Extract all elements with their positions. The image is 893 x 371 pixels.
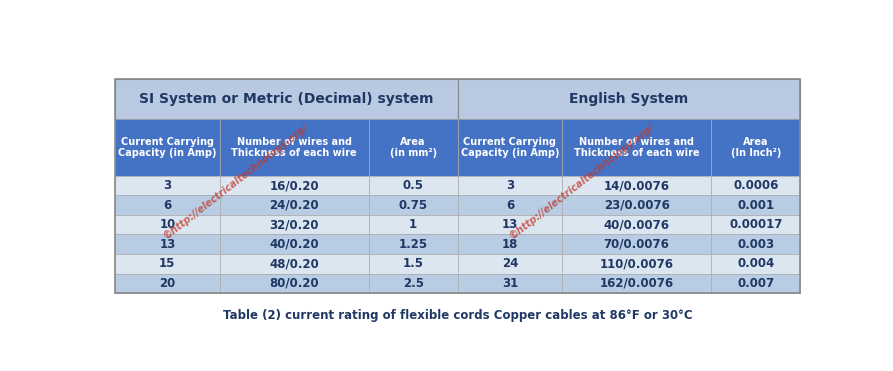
Bar	[369, 215, 458, 234]
Text: 14/0.0076: 14/0.0076	[604, 179, 670, 192]
Bar	[711, 234, 800, 254]
Bar	[220, 234, 369, 254]
Bar	[711, 176, 800, 196]
Bar	[563, 234, 711, 254]
Text: 40/0.20: 40/0.20	[270, 238, 319, 251]
Text: 20: 20	[159, 277, 175, 290]
Text: 6: 6	[505, 199, 514, 212]
Text: 13: 13	[159, 238, 175, 251]
Text: 0.00017: 0.00017	[729, 218, 782, 231]
Bar	[220, 273, 369, 293]
Bar	[563, 176, 711, 196]
Bar	[711, 273, 800, 293]
Bar	[711, 254, 800, 273]
Text: 16/0.20: 16/0.20	[270, 179, 319, 192]
Text: Area
(In Inch²): Area (In Inch²)	[730, 137, 780, 158]
Bar	[563, 119, 711, 176]
Bar	[220, 176, 369, 196]
Text: 13: 13	[502, 218, 518, 231]
Text: 80/0.20: 80/0.20	[270, 277, 319, 290]
Text: 1.25: 1.25	[398, 238, 428, 251]
Text: 18: 18	[502, 238, 518, 251]
Text: 0.007: 0.007	[737, 277, 774, 290]
Bar	[369, 176, 458, 196]
Bar	[115, 234, 220, 254]
Text: Number of wires and
Thickness of each wire: Number of wires and Thickness of each wi…	[231, 137, 357, 158]
Text: 3: 3	[163, 179, 171, 192]
Text: Number of wires and
Thickness of each wire: Number of wires and Thickness of each wi…	[574, 137, 699, 158]
Bar	[458, 234, 563, 254]
Bar	[115, 273, 220, 293]
Text: 24: 24	[502, 257, 518, 270]
Bar	[458, 119, 563, 176]
Bar	[369, 196, 458, 215]
Text: 0.5: 0.5	[403, 179, 423, 192]
Text: Area
(in mm²): Area (in mm²)	[389, 137, 437, 158]
Bar	[115, 196, 220, 215]
Text: Current Carrying
Capacity (in Amp): Current Carrying Capacity (in Amp)	[461, 137, 559, 158]
Text: 31: 31	[502, 277, 518, 290]
Bar	[115, 254, 220, 273]
Text: 0.004: 0.004	[737, 257, 774, 270]
Bar	[563, 215, 711, 234]
Text: 3: 3	[505, 179, 514, 192]
Text: 40/0.0076: 40/0.0076	[604, 218, 670, 231]
Bar	[115, 79, 800, 293]
Text: 10: 10	[159, 218, 175, 231]
Text: ©http://electricaltechnology.org/: ©http://electricaltechnology.org/	[508, 122, 656, 241]
Text: 0.003: 0.003	[737, 238, 774, 251]
Text: 2.5: 2.5	[403, 277, 423, 290]
Bar	[711, 196, 800, 215]
Text: 48/0.20: 48/0.20	[269, 257, 319, 270]
Text: 1.5: 1.5	[403, 257, 423, 270]
Bar	[115, 176, 220, 196]
Text: 0.75: 0.75	[398, 199, 428, 212]
Bar	[563, 273, 711, 293]
Text: 0.0006: 0.0006	[733, 179, 779, 192]
Bar	[369, 234, 458, 254]
Text: 15: 15	[159, 257, 176, 270]
Bar	[458, 176, 563, 196]
Text: Current Carrying
Capacity (in Amp): Current Carrying Capacity (in Amp)	[118, 137, 217, 158]
Bar	[220, 196, 369, 215]
Bar	[220, 215, 369, 234]
Text: ©http://electricaltechnology.org/: ©http://electricaltechnology.org/	[162, 122, 311, 241]
Bar	[115, 215, 220, 234]
Bar	[220, 254, 369, 273]
Bar	[458, 273, 563, 293]
Bar	[458, 254, 563, 273]
Bar	[115, 79, 458, 119]
Bar	[711, 215, 800, 234]
Text: 162/0.0076: 162/0.0076	[599, 277, 673, 290]
Text: 1: 1	[409, 218, 417, 231]
Text: 24/0.20: 24/0.20	[270, 199, 319, 212]
Bar	[711, 119, 800, 176]
Text: English System: English System	[570, 92, 689, 106]
Bar	[458, 196, 563, 215]
Bar	[369, 273, 458, 293]
Bar	[115, 119, 220, 176]
Text: 110/0.0076: 110/0.0076	[600, 257, 673, 270]
Text: 70/0.0076: 70/0.0076	[604, 238, 670, 251]
Text: 0.001: 0.001	[737, 199, 774, 212]
Text: SI System or Metric (Decimal) system: SI System or Metric (Decimal) system	[139, 92, 434, 106]
Bar	[369, 254, 458, 273]
Bar	[220, 119, 369, 176]
Text: 6: 6	[163, 199, 171, 212]
Text: 32/0.20: 32/0.20	[270, 218, 319, 231]
Bar	[563, 196, 711, 215]
Bar	[458, 215, 563, 234]
Text: Table (2) current rating of flexible cords Copper cables at 86°F or 30°C: Table (2) current rating of flexible cor…	[223, 309, 692, 322]
Bar	[369, 119, 458, 176]
Bar	[458, 79, 800, 119]
Text: 23/0.0076: 23/0.0076	[604, 199, 670, 212]
Bar	[563, 254, 711, 273]
